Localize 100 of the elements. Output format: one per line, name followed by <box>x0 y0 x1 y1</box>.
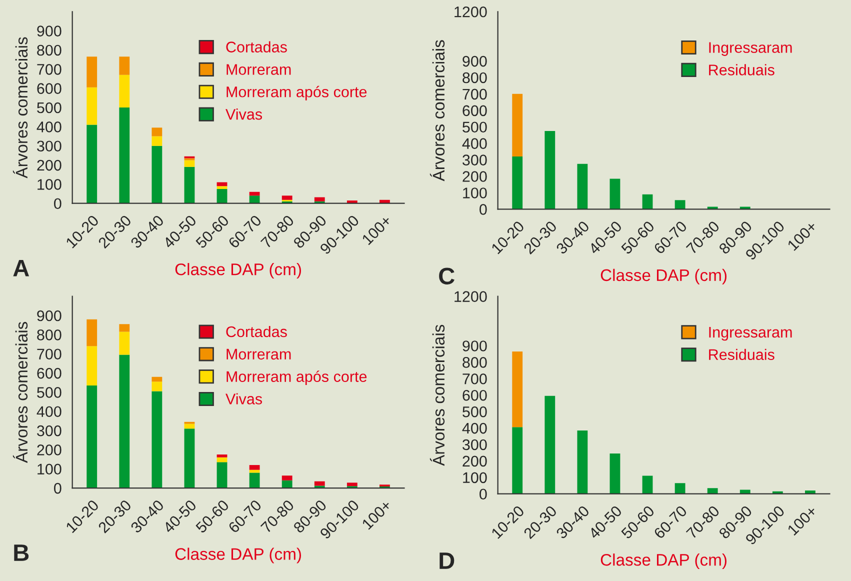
bar <box>119 107 130 204</box>
bar <box>152 376 162 382</box>
bar <box>86 319 98 346</box>
legend-label: Morreram após corte <box>226 370 367 386</box>
y-tick-label: 700 <box>37 64 62 75</box>
y-tick-label: 300 <box>37 140 62 152</box>
y-tick-label: 300 <box>462 154 487 166</box>
y-tick-label: 1200 <box>454 6 487 18</box>
bar <box>610 454 620 494</box>
x-axis-title: Classe DAP (cm) <box>175 263 301 279</box>
bar <box>544 130 556 210</box>
legend-label: Vivas <box>226 393 262 404</box>
bar <box>184 424 195 429</box>
bar <box>282 476 292 480</box>
x-axis-title: Classe DAP (cm) <box>175 548 301 564</box>
y-tick-label: 900 <box>462 340 487 352</box>
y-tick-label: 800 <box>462 357 487 368</box>
bar <box>216 188 228 204</box>
bar <box>610 178 620 210</box>
bar <box>512 94 523 156</box>
y-tick-label: 0 <box>480 204 487 215</box>
y-tick-label: 0 <box>54 482 62 494</box>
bar <box>119 56 130 75</box>
bar <box>249 465 260 470</box>
y-tick-label: 100 <box>38 464 62 475</box>
legend-label: Vivas <box>226 108 262 120</box>
bar <box>119 74 130 108</box>
legend-label: Cortadas <box>226 326 287 338</box>
bar <box>249 472 260 488</box>
y-axis-title: Árvores comerciais <box>430 324 445 466</box>
bar <box>642 194 653 210</box>
bar <box>86 124 98 204</box>
bar <box>86 87 98 125</box>
bar <box>152 128 162 136</box>
bar <box>86 385 98 488</box>
bar <box>119 354 130 488</box>
y-tick-label: 500 <box>462 406 487 418</box>
legend-label: Morreram após corte <box>226 86 367 100</box>
bar <box>707 488 718 494</box>
bar <box>804 490 816 494</box>
y-tick-label: 0 <box>54 198 62 210</box>
bar <box>152 391 162 488</box>
bar <box>249 196 260 204</box>
bar <box>577 430 588 494</box>
y-tick-label: 200 <box>462 456 487 467</box>
bar <box>249 192 260 196</box>
x-axis-title: Classe DAP (cm) <box>600 268 726 284</box>
y-tick-label: 400 <box>36 406 62 418</box>
x-axis-title: Classe DAP (cm) <box>600 554 726 570</box>
bar <box>152 382 162 392</box>
y-tick-label: 600 <box>37 368 62 379</box>
text: B <box>14 544 29 561</box>
y-tick-label: 200 <box>462 171 487 182</box>
bar <box>512 156 523 210</box>
legend-label: Morreram <box>226 64 291 75</box>
legend-label: Ingressaram <box>709 326 792 341</box>
bar <box>216 462 228 488</box>
y-tick-label: 700 <box>37 348 62 360</box>
legend-label: Residuais <box>709 348 774 360</box>
y-tick-label: 200 <box>37 160 62 171</box>
bar <box>544 396 556 494</box>
legend-label: Ingressaram <box>709 42 792 56</box>
y-tick-label: 1200 <box>454 291 487 302</box>
y-tick-label: 100 <box>38 179 62 190</box>
y-tick-label: 400 <box>462 138 487 149</box>
bar <box>642 476 653 494</box>
bar <box>740 490 750 494</box>
text: D <box>440 552 454 569</box>
legend-label: Morreram <box>226 348 291 360</box>
y-tick-label: 200 <box>37 444 62 456</box>
text: C <box>439 268 454 284</box>
y-tick-label: 900 <box>462 56 487 67</box>
y-tick-label: 400 <box>462 422 487 434</box>
bar <box>512 351 523 428</box>
y-tick-label: 700 <box>462 373 487 384</box>
y-axis-title: Árvores comerciais <box>12 322 28 463</box>
y-tick-label: 900 <box>37 310 62 322</box>
y-tick-label: 0 <box>480 488 487 500</box>
y-tick-label: 900 <box>37 26 62 36</box>
y-tick-label: 700 <box>462 88 487 100</box>
bar <box>512 427 523 494</box>
y-tick-label: 300 <box>462 439 487 450</box>
bar <box>577 164 588 210</box>
y-tick-label: 500 <box>37 387 62 398</box>
bar <box>119 324 130 332</box>
bar <box>216 454 228 458</box>
bar <box>86 56 98 88</box>
y-tick-label: 600 <box>37 83 62 94</box>
y-tick-label: 600 <box>462 390 487 401</box>
y-tick-label: 800 <box>462 72 487 84</box>
bar <box>346 482 358 486</box>
y-tick-label: 500 <box>462 122 487 133</box>
y-tick-label: 100 <box>463 472 487 484</box>
bar <box>674 483 686 494</box>
legend-label: Cortadas <box>226 41 287 52</box>
y-tick-label: 100 <box>463 188 487 198</box>
bar <box>184 428 195 488</box>
y-axis-title: Árvores comerciais <box>430 40 445 182</box>
bar <box>184 166 195 204</box>
bar <box>216 186 228 189</box>
